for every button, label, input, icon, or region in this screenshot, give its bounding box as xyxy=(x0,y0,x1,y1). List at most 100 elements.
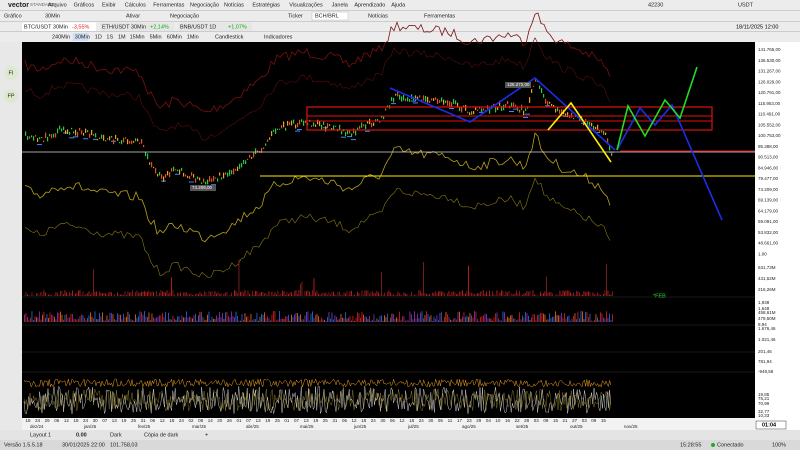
tab-change[interactable]: +1,07% xyxy=(228,24,247,30)
toolbar-item[interactable]: Ticker xyxy=(288,13,303,19)
volume-bar xyxy=(409,295,411,296)
candle xyxy=(565,113,567,116)
edition: STANDARD xyxy=(30,2,55,7)
volume-bar xyxy=(330,294,331,296)
timeframe[interactable]: 15Min xyxy=(130,34,145,40)
menu-item[interactable]: Exibir xyxy=(102,2,116,8)
volume-bar xyxy=(127,291,129,296)
marker xyxy=(211,184,216,186)
indicator-bar xyxy=(457,311,459,322)
tab-symbol[interactable]: BTC/USDT 30Min xyxy=(24,24,68,30)
toolbar-item[interactable]: Ativar xyxy=(126,13,140,19)
indicator-bar xyxy=(301,319,303,322)
indicator-bar xyxy=(571,318,573,322)
indicator-bar xyxy=(114,318,115,322)
menu-item[interactable]: Ferramentas xyxy=(153,2,184,8)
volume-bar xyxy=(538,295,540,296)
indicator-bar xyxy=(400,319,402,322)
volume-bar xyxy=(235,290,237,296)
month-label: mar/25 xyxy=(192,424,207,429)
marker xyxy=(295,130,300,132)
volume-bar xyxy=(118,294,120,296)
timeframe[interactable]: 30Min xyxy=(75,34,90,40)
candle xyxy=(483,108,485,111)
volume-bar xyxy=(465,293,466,296)
indicator-bar xyxy=(300,314,301,322)
tab-change[interactable]: +2,14% xyxy=(150,24,169,30)
layout-tab[interactable]: 0.00 xyxy=(76,432,87,438)
timeframe[interactable]: 5Min xyxy=(150,34,162,40)
indicator-bar xyxy=(592,320,594,322)
sidebar-button[interactable] xyxy=(4,66,18,80)
toolbar-item[interactable]: Notícias xyxy=(368,13,388,19)
tab-change[interactable]: -3,55% xyxy=(72,24,90,30)
timeframe[interactable]: 240Min xyxy=(52,34,70,40)
menu-item[interactable]: Estratégias xyxy=(252,2,280,8)
volume-bar xyxy=(472,293,474,296)
ticker-value[interactable]: BCH/BRL xyxy=(315,13,339,19)
toolbar-item[interactable]: 30Min xyxy=(45,13,60,19)
menu-item[interactable]: Arquivo xyxy=(48,2,67,8)
candle xyxy=(593,125,595,132)
menu-item[interactable]: Ajuda xyxy=(391,2,406,8)
indicator-bar xyxy=(132,320,133,322)
menu-item[interactable]: Janela xyxy=(332,2,349,8)
sidebar-button[interactable] xyxy=(4,89,18,103)
tab[interactable] xyxy=(100,22,174,32)
volume-bar xyxy=(396,295,397,296)
timeframe-active[interactable] xyxy=(72,33,89,41)
layout-tab[interactable]: Cópia de dark xyxy=(144,432,178,438)
indicator-bar xyxy=(472,317,474,322)
candle xyxy=(73,131,75,134)
tab-symbol[interactable]: BNB/USDT 1D xyxy=(180,24,216,30)
indicator-bar xyxy=(52,315,54,322)
menu-item[interactable]: Cálculos xyxy=(125,2,146,8)
layout-tab[interactable]: + xyxy=(205,432,208,438)
tab-symbol[interactable]: ETH/USDT 30Min xyxy=(102,24,146,30)
indicator-bar xyxy=(411,314,412,322)
layout-tab[interactable]: Layout 1 xyxy=(30,432,51,438)
menu-item[interactable]: Notícias xyxy=(224,2,244,8)
indicators-button[interactable]: Indicadores xyxy=(264,34,293,40)
menu-item[interactable]: Visualizações xyxy=(289,2,323,8)
day-label: 19 xyxy=(265,418,271,423)
timeframe[interactable]: 1D xyxy=(95,34,102,40)
volume-bar xyxy=(436,293,438,296)
candle xyxy=(499,100,501,106)
price-label: 115.953,00 xyxy=(758,101,781,106)
menu-item[interactable]: Gráficos xyxy=(74,2,95,8)
candle xyxy=(225,172,227,175)
sidebar-label[interactable]: FI xyxy=(9,70,14,76)
volume-bar xyxy=(606,263,607,296)
marker xyxy=(341,136,346,138)
indicator-bar xyxy=(99,312,100,322)
candle xyxy=(391,97,393,102)
trend-line xyxy=(389,76,616,151)
timeframe[interactable]: 60Min xyxy=(167,34,182,40)
timeframe[interactable]: 1Min xyxy=(187,34,199,40)
ticker-input[interactable] xyxy=(311,11,349,21)
layout-tab[interactable]: Dark xyxy=(110,432,122,438)
indicator-bar xyxy=(450,319,451,322)
candle xyxy=(285,127,287,131)
status-date: 30/01/2025 22:00 xyxy=(62,442,105,448)
indicator-bar xyxy=(441,311,442,322)
volume-bar xyxy=(415,294,417,296)
timeframe[interactable]: 1S xyxy=(106,34,113,40)
indicator-bar xyxy=(186,311,187,322)
zoom: 100% xyxy=(772,442,786,448)
menu-item[interactable]: Negociação xyxy=(190,2,219,8)
tab[interactable] xyxy=(178,22,252,32)
marker xyxy=(449,107,454,109)
indicator-bar xyxy=(451,320,453,322)
menu-item[interactable]: Aprendizado xyxy=(354,2,385,8)
tab[interactable] xyxy=(22,22,96,32)
toolbar-item[interactable]: Ferramentas xyxy=(424,13,455,19)
chart-style[interactable]: Candlestick xyxy=(215,34,244,40)
toolbar-item[interactable]: Negociação xyxy=(170,13,199,19)
sidebar-label[interactable]: FP xyxy=(7,93,14,99)
indicator-bar xyxy=(357,312,358,322)
timeframe[interactable]: 1M xyxy=(118,34,126,40)
volume-bar xyxy=(522,294,523,296)
toolbar-item[interactable]: Gráfico xyxy=(4,13,22,19)
